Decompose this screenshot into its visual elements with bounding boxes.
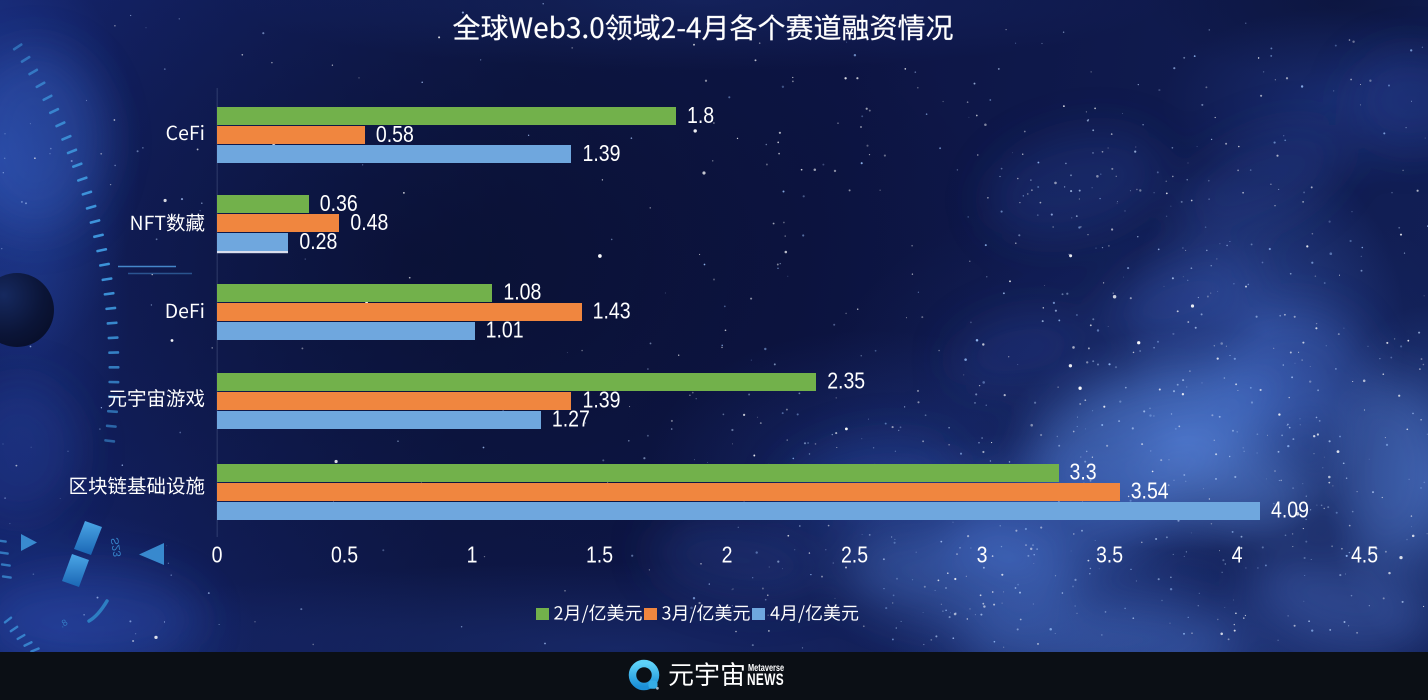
svg-text:S23: S23 <box>109 537 124 558</box>
svg-text:.8: .8 <box>58 617 70 629</box>
svg-text:Metaverse: Metaverse <box>748 662 784 673</box>
svg-text:NEWS: NEWS <box>747 671 784 689</box>
